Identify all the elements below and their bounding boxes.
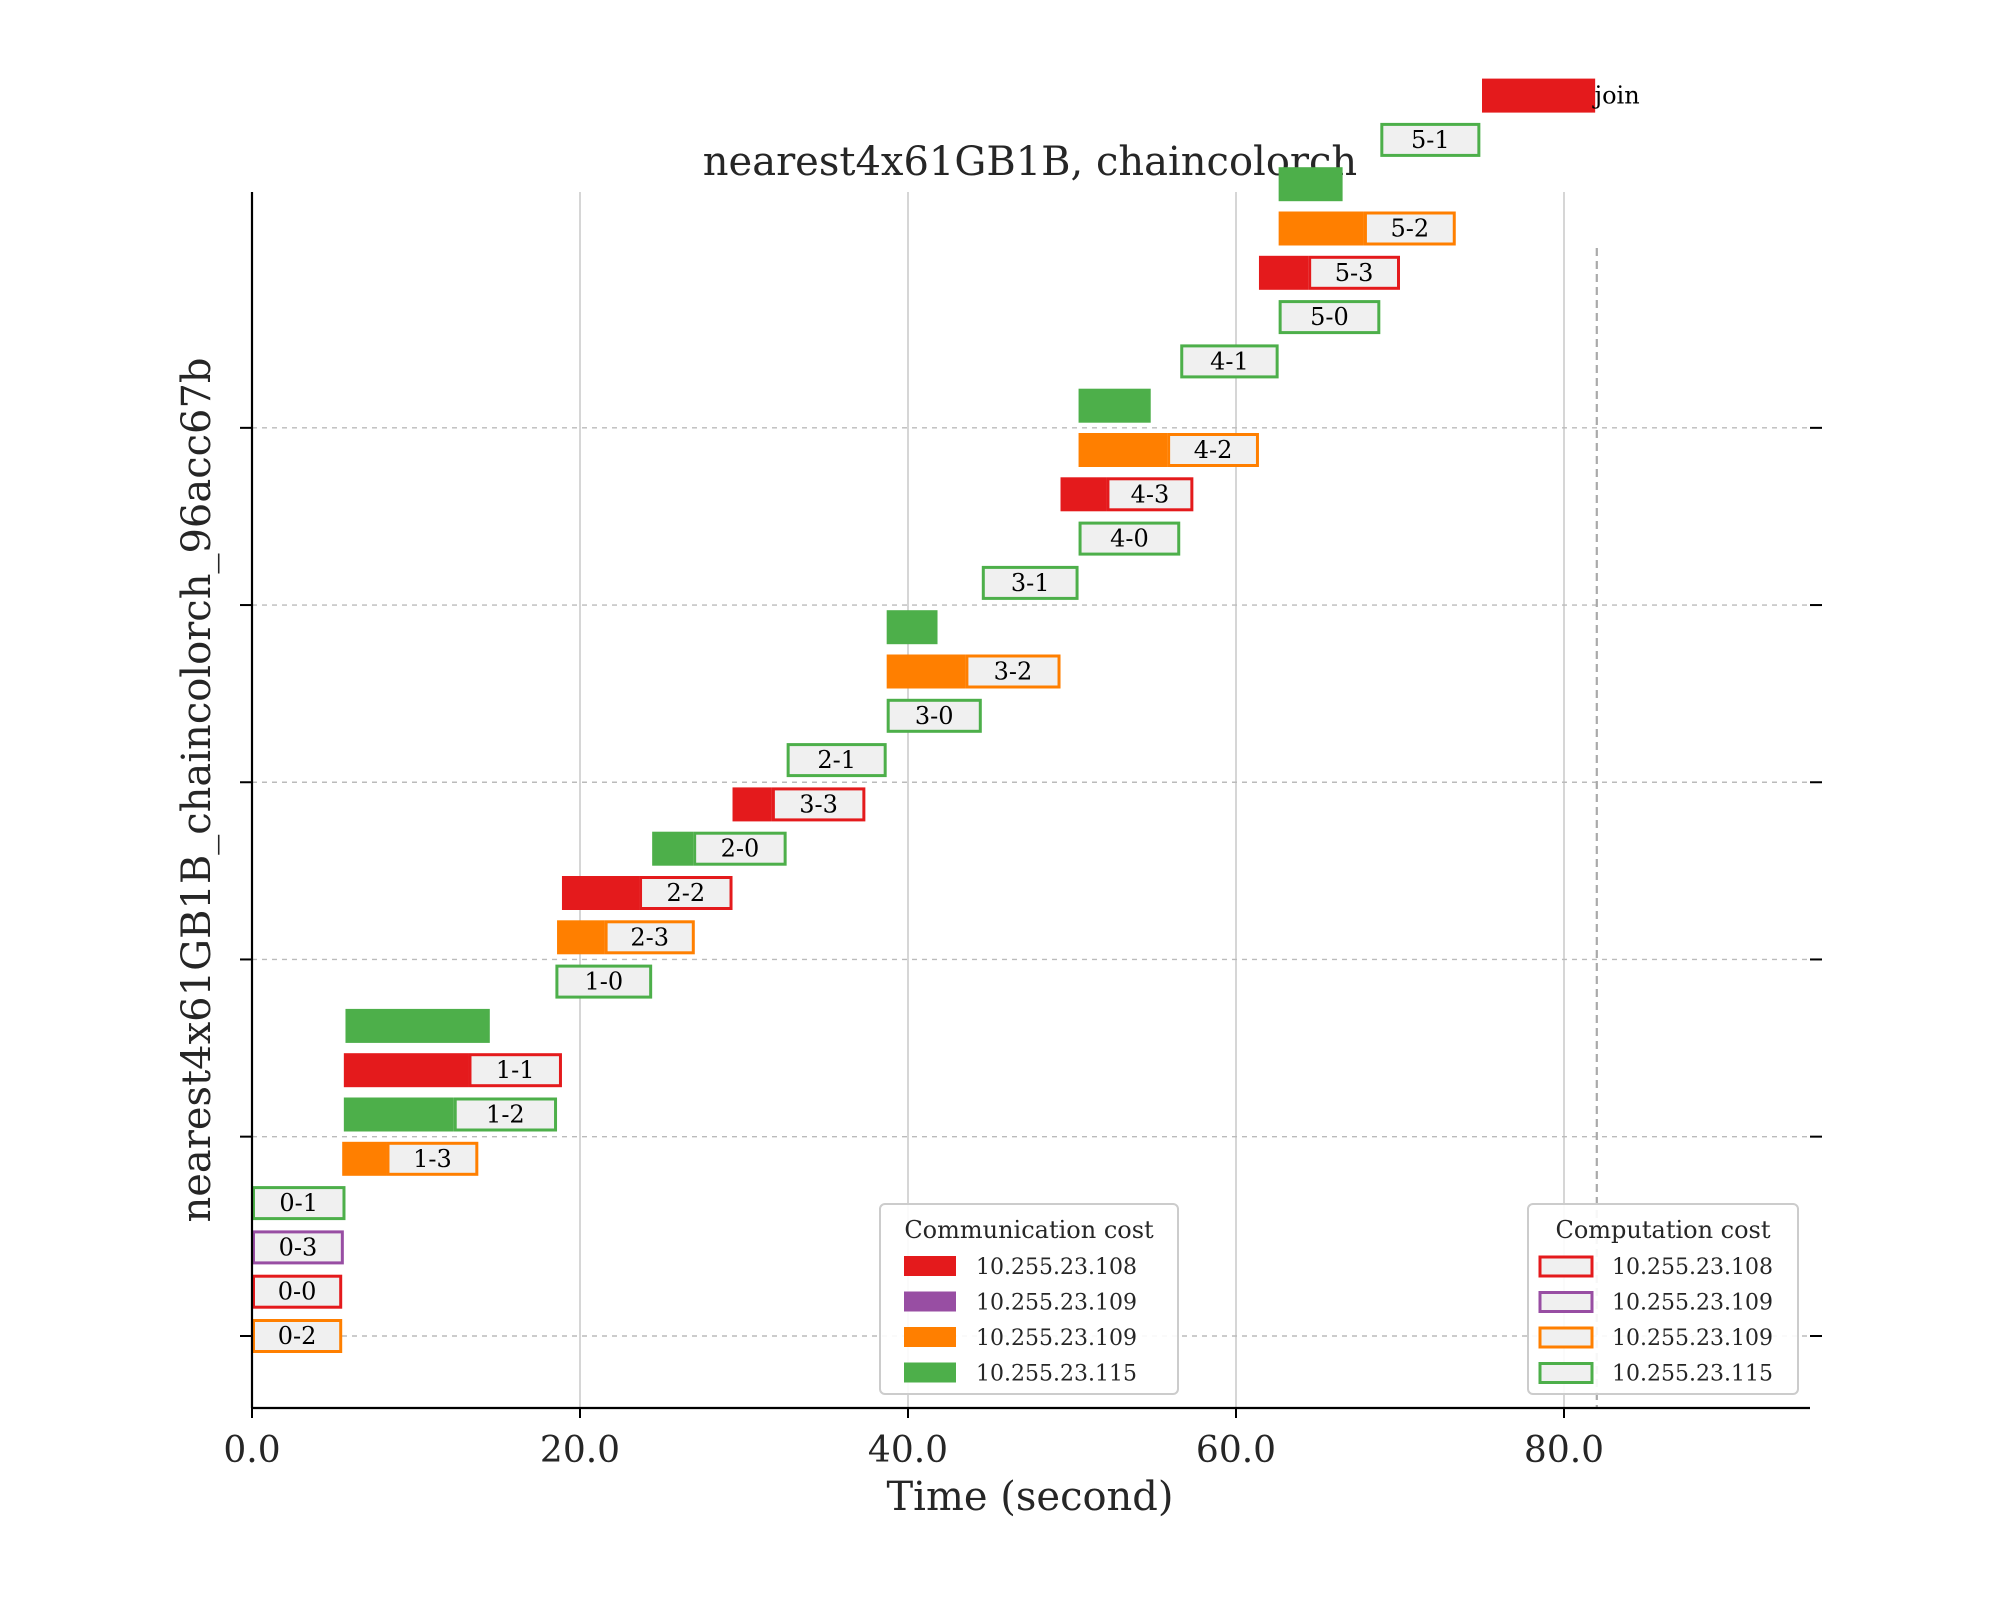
bar-label: 2-0 <box>721 835 760 863</box>
legend-entry-label: 10.255.23.115 <box>976 1362 1137 1387</box>
computation-bar <box>693 831 787 866</box>
bar-label: 4-1 <box>1210 347 1249 375</box>
x-tick-label: 20.0 <box>540 1430 620 1471</box>
x-tick-label: 60.0 <box>1196 1430 1276 1471</box>
computation-bar <box>252 1319 343 1353</box>
legend-entry-label: 10.255.23.108 <box>976 1255 1137 1280</box>
computation-bar <box>453 1097 558 1132</box>
bar-label: 4-0 <box>1110 525 1149 553</box>
communication-bar <box>557 920 605 955</box>
computation-bar <box>981 565 1079 600</box>
computation-bar <box>639 876 733 910</box>
bar-label: 0-0 <box>278 1278 317 1306</box>
legend-swatch <box>1538 1362 1594 1384</box>
computation-bar <box>771 787 866 822</box>
communication-bar <box>1482 78 1596 113</box>
legend-swatch <box>904 1327 956 1347</box>
legend-computation-cost: Computation cost 10.255.23.108 10.255.23.1… <box>1527 1203 1799 1395</box>
bar-label: 5-2 <box>1391 215 1430 243</box>
bar-label: 1-3 <box>413 1145 452 1173</box>
legend-swatch <box>1538 1255 1594 1278</box>
legend-swatch <box>904 1362 956 1383</box>
y-axis-label: nearest4x61GB1B_chaincolorch_96acc67b <box>174 357 220 1222</box>
communication-bar <box>652 831 694 866</box>
bar-label: 5-3 <box>1335 259 1374 287</box>
legend-frame <box>1527 1203 1799 1395</box>
computation-bar <box>252 1186 346 1221</box>
computation-bar <box>1078 521 1181 556</box>
legend-swatch <box>904 1256 956 1276</box>
bar-label: 3-1 <box>1011 569 1050 597</box>
communication-bar <box>1278 167 1343 202</box>
bar-label: 2-1 <box>817 746 856 774</box>
bar-label: 2-3 <box>630 923 669 951</box>
axes-layer: 0.0 20.0 40.0 60.0 80.0 <box>223 192 1822 1471</box>
computation-bar <box>555 964 653 999</box>
bar-label: 0-3 <box>279 1233 318 1261</box>
legend-entry-label: 10.255.23.109 <box>976 1291 1137 1316</box>
computation-bar <box>604 920 695 955</box>
computation-bar <box>886 698 982 733</box>
bar-label: 1-0 <box>584 968 623 996</box>
computation-bar <box>965 654 1061 689</box>
x-axis-label: Time (second) <box>886 1474 1173 1520</box>
legend-entry-label: 10.255.23.109 <box>1612 1326 1773 1351</box>
legend-entry-label: 10.255.23.115 <box>1612 1362 1773 1387</box>
bar-label: 2-2 <box>666 879 705 907</box>
computation-bar <box>252 1274 343 1309</box>
legend-entry-label: 10.255.23.108 <box>1612 1255 1773 1280</box>
bar-label: 0-1 <box>279 1189 318 1217</box>
computation-bar <box>1308 255 1401 290</box>
bar-label: 1-2 <box>486 1101 525 1129</box>
computation-bar <box>252 1230 344 1265</box>
bar-label: 3-3 <box>799 790 838 818</box>
bars-layer: 0-2 0-0 0-3 0-1 1-3 1-2 1-1 1-02-3 2-2 2-0 3-3 2-1 3… <box>252 78 1640 1353</box>
legend-entry-label: 10.255.23.109 <box>1612 1291 1773 1316</box>
bar-label: 4-3 <box>1131 480 1170 508</box>
legend-layer: Communication cost 10.255.23.108 10.255.23… <box>879 1203 1799 1395</box>
legend-communication-cost: Communication cost 10.255.23.108 10.255.23… <box>879 1203 1179 1395</box>
communication-bar <box>732 787 772 822</box>
communication-bar <box>886 610 938 645</box>
computation-bar <box>786 743 887 778</box>
communication-bar <box>345 1008 490 1043</box>
legend-swatch <box>904 1291 956 1312</box>
bar-label: 1-1 <box>496 1056 535 1084</box>
legend-swatch <box>1538 1291 1594 1313</box>
bar-label: 5-1 <box>1411 126 1450 154</box>
chart-title: nearest4x61GB1B, chaincolorch <box>703 139 1357 185</box>
communication-bar <box>886 654 966 689</box>
bar-label: 0-2 <box>278 1322 317 1350</box>
computation-bar <box>1106 477 1194 512</box>
computation-bar <box>1380 122 1481 157</box>
x-tick-label: 40.0 <box>868 1430 948 1471</box>
bar-label: 5-0 <box>1310 303 1349 331</box>
communication-bar <box>1060 477 1107 512</box>
legend-title: Computation cost <box>1555 1216 1770 1244</box>
bar-label: join <box>1592 82 1640 110</box>
communication-bar <box>1078 388 1151 423</box>
legend-swatch <box>1538 1326 1594 1349</box>
bar-label: 3-0 <box>915 702 954 730</box>
computation-bar <box>468 1053 562 1088</box>
x-tick-label: 80.0 <box>1524 1430 1604 1471</box>
communication-bar <box>1078 433 1168 467</box>
communication-bar <box>343 1053 469 1088</box>
communication-bar <box>342 1141 387 1176</box>
computation-bar <box>1180 344 1279 379</box>
bar-label: 3-2 <box>994 658 1033 686</box>
communication-bar <box>343 1097 454 1132</box>
communication-bar <box>1258 255 1309 290</box>
legend-title: Communication cost <box>904 1216 1154 1244</box>
bar-label: 4-2 <box>1194 436 1233 464</box>
x-tick-label: 0.0 <box>223 1430 280 1471</box>
computation-bar <box>1363 211 1456 246</box>
legend-entry-label: 10.255.23.109 <box>976 1326 1137 1351</box>
computation-bar <box>386 1141 479 1176</box>
computation-bar <box>1278 300 1381 335</box>
communication-bar <box>1278 211 1364 246</box>
computation-bar <box>1167 433 1259 467</box>
communication-bar <box>561 876 640 910</box>
